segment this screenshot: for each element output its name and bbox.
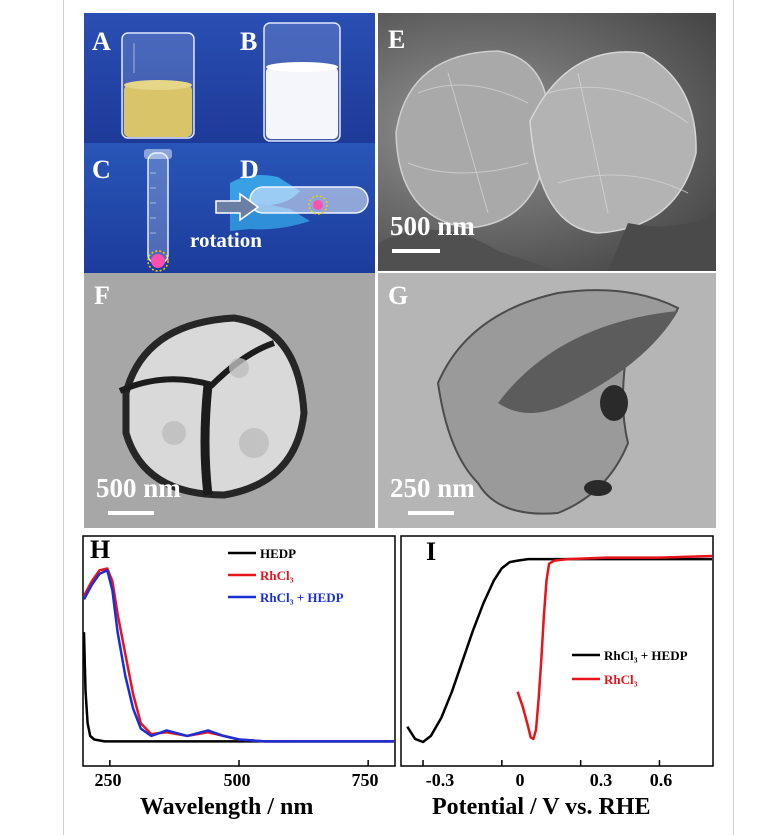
beaker-white [263, 22, 341, 142]
scalebar-g-label: 250 nm [390, 473, 475, 503]
sem-microspheres [378, 50, 716, 271]
chart-h-legend-label: HEDP [260, 546, 296, 561]
panel-label-h: H [90, 535, 111, 564]
chart-h-series-rhcl3 [82, 567, 394, 743]
tem-fragment [436, 289, 680, 515]
chart-h: HEDP RhCl₃ RhCl₃ + HEDP [82, 535, 396, 767]
chart-i-series-rhcl3 [516, 554, 713, 741]
panel-label-g: G [388, 281, 409, 310]
panel-label-d: D [240, 155, 259, 184]
chart-i-xlabel: Potential / V vs. RHE [432, 794, 651, 820]
panel-label-e: E [388, 25, 406, 54]
chart-i-plot-frame [400, 535, 714, 767]
left-border [63, 0, 64, 835]
panel-label-c: C [92, 155, 111, 184]
chart-h-xtick-250: 250 [94, 770, 122, 790]
panel-c-photo: C [84, 143, 230, 273]
panel-f-tem: F 500 nm [84, 273, 375, 528]
panel-e-sem: E 500 nm [378, 13, 716, 271]
rotation-arrow-icon [215, 192, 260, 222]
panel-label-b: B [240, 27, 258, 56]
chart-i-xtick-06: 0.6 [649, 770, 673, 790]
panel-g-tem: G 250 nm [378, 273, 716, 528]
scalebar-e-label: 500 nm [390, 211, 475, 241]
chart-i-xtick-00: 0 [515, 770, 525, 790]
panel-b-photo: B [230, 13, 375, 143]
chart-h-xtick-500: 500 [223, 770, 251, 790]
rotation-label: rotation [190, 228, 262, 252]
scalebar-f [108, 511, 154, 515]
tem-hollow-sphere [118, 314, 308, 499]
chart-h-legend-label: RhCl₃ + HEDP [260, 590, 344, 605]
beaker-yellow [121, 32, 195, 139]
panel-label-i: I [426, 537, 437, 566]
panel-label-f: F [94, 281, 110, 310]
chart-h-xtick-750: 750 [351, 770, 379, 790]
chart-h-series-rhcl3-hedp [82, 569, 394, 743]
chart-i-xtick-03: 0.3 [589, 770, 613, 790]
scalebar-g [408, 511, 454, 515]
scalebar-e [392, 249, 440, 253]
chart-i-xtick-m03: -0.3 [425, 770, 455, 790]
right-border [733, 0, 734, 835]
chart-i-legend-label: RhCl₃ [604, 672, 638, 687]
centrifuge-tube [144, 149, 172, 272]
panel-a-photo: A [84, 13, 230, 143]
chart-h-xlabel: Wavelength / nm [140, 794, 314, 820]
panel-label-a: A [92, 27, 111, 56]
chart-h-legend-label: RhCl₃ [260, 568, 294, 583]
chart-i: RhCl₃ + HEDP RhCl₃ [400, 535, 714, 767]
chart-i-legend-label: RhCl₃ + HEDP [604, 648, 688, 663]
scalebar-f-label: 500 nm [96, 473, 181, 503]
chart-h-plot-frame [82, 535, 396, 767]
